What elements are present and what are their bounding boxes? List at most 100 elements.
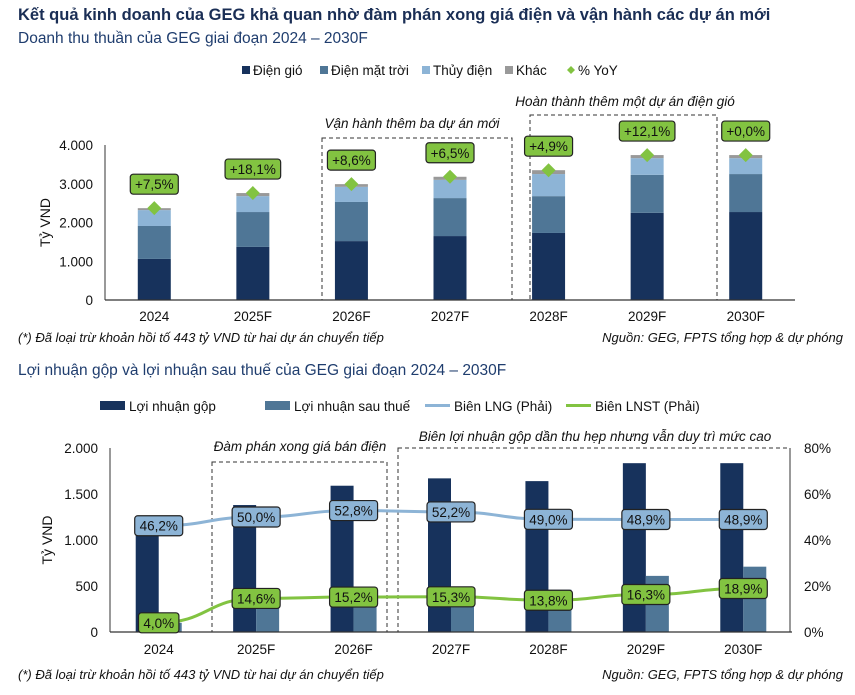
annotation-text-0: Vận hành thêm ba dự án mới xyxy=(324,116,500,131)
y2-tick-label: 60% xyxy=(804,487,831,502)
x-tick-label: 2026F xyxy=(334,642,372,657)
x-tick-label: 2027F xyxy=(431,309,469,324)
legend-swatch-3 xyxy=(505,66,513,74)
net-margin-label-2026F: 15,2% xyxy=(334,590,372,605)
legend-label-0: Điện gió xyxy=(253,63,303,78)
legend-swatch-0 xyxy=(242,66,250,74)
chart1-title: Doanh thu thuần của GEG giai đoạn 2024 –… xyxy=(18,30,368,47)
y-tick-label: 4.000 xyxy=(59,138,93,153)
x-tick-label: 2028F xyxy=(529,642,567,657)
yoy-marker-2030F xyxy=(738,148,753,163)
chart1-source: Nguồn: GEG, FPTS tổng hợp & dự phóng xyxy=(602,330,843,345)
bar-điện-mặt-trời-2026F xyxy=(334,201,368,242)
bar-điện-mặt-trời-2028F xyxy=(532,196,566,233)
x-tick-label: 2030F xyxy=(724,642,762,657)
y-axis-title: Tỷ VND xyxy=(39,516,55,565)
x-tick-label: 2024 xyxy=(144,642,175,657)
annotation-text-1: Hoàn thành thêm một dự án điện gió xyxy=(515,94,735,109)
chart2-source: Nguồn: GEG, FPTS tổng hợp & dự phóng xyxy=(602,667,843,682)
report-heading: Kết quả kinh doanh của GEG khả quan nhờ … xyxy=(18,6,771,24)
y-tick-label: 0 xyxy=(85,293,93,308)
bar-thủy-điện-2024 xyxy=(137,210,171,226)
yoy-label-2024-box xyxy=(129,173,179,195)
gross-margin-label-2025F-box xyxy=(231,506,281,528)
net-margin-label-2024: 4,0% xyxy=(143,616,174,631)
net-margin-label-2025F: 14,6% xyxy=(237,591,275,606)
bar-điện-mặt-trời-2027F xyxy=(433,198,467,237)
yoy-label-2028F-box xyxy=(523,135,574,157)
bar-điện-gió-2030F xyxy=(729,212,763,300)
yoy-label-2024: +7,5% xyxy=(135,177,174,192)
net-margin-label-2027F: 15,3% xyxy=(432,590,470,605)
legend-label-yoy: % YoY xyxy=(578,63,618,78)
legend-swatch-2 xyxy=(422,66,430,74)
gross-margin-label-2026F: 52,8% xyxy=(334,504,372,519)
gross-margin-label-2030F-box xyxy=(718,508,768,531)
bar-thủy-điện-2025F xyxy=(236,196,270,213)
y-tick-label: 3.000 xyxy=(59,177,93,192)
x-tick-label: 2027F xyxy=(432,642,470,657)
legend-label-1: Lợi nhuận sau thuế xyxy=(294,399,411,414)
bar-điện-gió-2029F xyxy=(630,212,664,300)
y-tick-label: 2.000 xyxy=(64,441,98,456)
net-margin-label-2028F-box xyxy=(523,589,574,611)
y-axis-title: Tỷ VND xyxy=(37,198,53,247)
net-margin-label-2026F-box xyxy=(328,586,379,608)
x-tick-label: 2029F xyxy=(627,642,665,657)
net-margin-label-2030F: 18,9% xyxy=(724,582,762,597)
legend-label-0: Lợi nhuận gộp xyxy=(129,399,216,414)
profit-chart: Lợi nhuận gộp Lợi nhuận sau thuế Biên LNG … xyxy=(39,399,831,657)
yoy-label-2029F: +12,1% xyxy=(624,124,670,139)
gross-margin-label-2029F: 48,9% xyxy=(627,513,665,528)
gross-margin-label-2025F: 50,0% xyxy=(237,510,275,525)
net-margin-label-2028F: 13,8% xyxy=(529,593,567,608)
annotation-text-0: Đàm phán xong giá bán điện xyxy=(214,439,387,454)
x-tick-label: 2025F xyxy=(237,642,275,657)
y2-tick-label: 80% xyxy=(804,441,831,456)
bar-điện-gió-2025F xyxy=(236,246,270,300)
net-margin-label-2029F: 16,3% xyxy=(627,588,665,603)
gross-margin-label-2026F-box xyxy=(328,499,379,522)
yoy-label-2027F-box xyxy=(425,142,475,164)
revenue-chart: Điện gió Điện mặt trời Thủy điện Khác % YoY V… xyxy=(37,63,795,324)
bar-điện-mặt-trời-2024 xyxy=(137,225,171,259)
bar-điện-gió-2026F xyxy=(334,241,368,300)
gross-margin-label-2024: 46,2% xyxy=(140,519,178,534)
gross-margin-label-2027F-box xyxy=(426,501,476,523)
gross-margin-label-2024-box xyxy=(134,515,184,537)
gross-margin-label-2029F-box xyxy=(621,508,671,531)
bar-gross-profit-2030F xyxy=(720,463,744,632)
gross-margin-label-2028F-box xyxy=(523,508,574,530)
chart2-title: Lợi nhuận gộp và lợi nhuận sau thuế của … xyxy=(18,362,507,379)
bar-thủy-điện-2028F xyxy=(532,174,566,197)
bar-net-profit-2030F xyxy=(743,566,767,632)
x-tick-label: 2028F xyxy=(529,309,567,324)
net-margin-label-2027F-box xyxy=(426,586,476,608)
bar-điện-gió-2024 xyxy=(137,258,171,300)
yoy-label-2025F: +18,1% xyxy=(230,162,276,177)
yoy-marker-2025F xyxy=(245,186,260,201)
legend-swatch-1 xyxy=(320,66,328,74)
bar-gross-profit-2029F xyxy=(622,463,646,632)
x-tick-label: 2029F xyxy=(628,309,666,324)
yoy-marker-2029F xyxy=(640,148,655,163)
y-tick-label: 1.000 xyxy=(64,533,98,548)
yoy-label-2029F-box xyxy=(618,120,676,142)
yoy-marker-2024 xyxy=(147,201,162,216)
y2-tick-label: 20% xyxy=(804,579,831,594)
bar-điện-mặt-trời-2030F xyxy=(729,174,763,213)
bar-điện-gió-2027F xyxy=(433,236,467,300)
chart1-footnote: (*) Đã loại trừ khoản hồi tố 443 tỷ VND … xyxy=(18,330,384,345)
bar-điện-mặt-trời-2025F xyxy=(236,212,270,247)
bar-điện-gió-2028F xyxy=(532,232,566,300)
bar-thủy-điện-2026F xyxy=(334,186,368,202)
bar-thủy-điện-2029F xyxy=(630,158,664,175)
annotation-text-1: Biên lợi nhuận gộp dần thu hẹp nhưng vẫn… xyxy=(419,429,772,444)
gross-margin-label-2027F: 52,2% xyxy=(432,505,470,520)
gross-margin-label-2028F: 49,0% xyxy=(529,512,567,527)
legend-label-3: Khác xyxy=(516,63,547,78)
yoy-marker-2028F xyxy=(541,163,556,178)
yoy-label-2030F: +0,0% xyxy=(726,124,765,139)
bar-điện-mặt-trời-2029F xyxy=(630,174,664,213)
legend-yoy-marker xyxy=(567,66,575,74)
